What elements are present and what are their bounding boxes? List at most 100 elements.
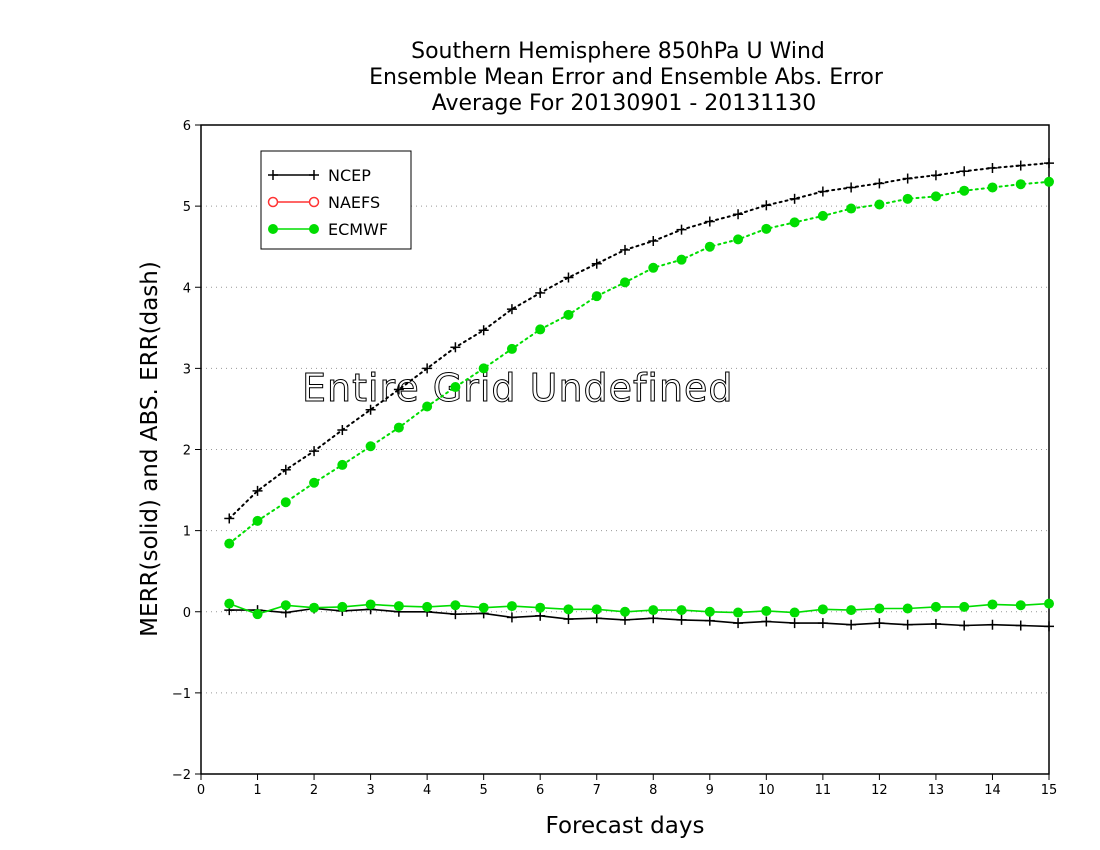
ncep-point — [761, 616, 772, 627]
ecmwf-point — [478, 363, 489, 374]
chart-title-line-3: Average For 20130901 - 20131130 — [432, 91, 817, 116]
ncep-point — [393, 384, 404, 395]
ecmwf-point — [761, 605, 772, 616]
y-tick-label: 2 — [183, 444, 191, 459]
legend-marker — [308, 196, 320, 208]
ncep-point — [817, 186, 828, 197]
ecmwf-mean-error-line — [228, 602, 1050, 616]
ncep-point — [591, 613, 602, 624]
ecmwf-point — [450, 382, 461, 393]
ecmwf-point — [620, 606, 630, 617]
x-tick-label: 11 — [815, 783, 832, 798]
ecmwf-point — [252, 515, 263, 526]
ncep-point — [761, 200, 772, 211]
legend-label-ncep: NCEP — [328, 166, 371, 185]
ncep-point — [648, 236, 659, 247]
x-axis-label: Forecast days — [546, 813, 705, 839]
ncep-point — [1015, 160, 1026, 171]
ecmwf-point — [733, 607, 744, 618]
ecmwf-point — [846, 605, 857, 616]
ncep-point — [874, 178, 885, 189]
ecmwf-point — [450, 600, 461, 611]
ecmwf-point — [1044, 598, 1054, 609]
legend-marker — [268, 224, 278, 234]
ncep-point — [987, 162, 998, 173]
ecmwf-point — [761, 223, 772, 234]
y-tick-label: 6 — [183, 119, 191, 134]
legend-marker — [268, 170, 278, 180]
ncep-abs-error-series — [224, 158, 1054, 524]
series-layer — [224, 158, 1054, 632]
ncep-point — [280, 464, 291, 475]
ncep-point — [620, 244, 630, 255]
ncep-point — [676, 614, 687, 625]
ecmwf-point — [506, 601, 517, 612]
ecmwf-point — [393, 422, 404, 433]
ecmwf-point — [704, 241, 715, 252]
y-tick-label: 1 — [183, 525, 191, 540]
ncep-point — [902, 619, 913, 630]
ecmwf-point — [620, 277, 630, 288]
x-tick-label: 7 — [593, 783, 601, 798]
ecmwf-point — [733, 234, 744, 245]
ecmwf-point — [959, 185, 970, 196]
ncep-point — [959, 166, 970, 177]
x-tick-label: 4 — [423, 783, 431, 798]
ecmwf-point — [902, 603, 913, 614]
ncep-point — [930, 170, 941, 181]
ecmwf-point — [422, 601, 433, 612]
ncep-abs-error-line — [228, 162, 1050, 520]
y-axis-label: MERR(solid) and ABS. ERR(dash) — [137, 261, 163, 637]
ncep-point — [930, 618, 941, 629]
x-tick-label: 2 — [310, 783, 318, 798]
ecmwf-point — [902, 193, 913, 204]
ncep-point — [422, 363, 433, 374]
ncep-point — [817, 618, 828, 629]
ecmwf-point — [959, 601, 970, 612]
ecmwf-point — [563, 604, 574, 615]
ecmwf-point — [337, 601, 348, 612]
ecmwf-point — [563, 309, 574, 320]
ecmwf-point — [648, 605, 659, 616]
x-tick-label: 14 — [984, 783, 1001, 798]
ecmwf-point — [365, 441, 376, 452]
ecmwf-point — [987, 599, 998, 610]
ncep-point — [676, 224, 687, 235]
legend: NCEP NAEFS ECMWF — [260, 150, 412, 250]
ecmwf-point — [789, 607, 800, 618]
ncep-point — [902, 173, 913, 184]
ncep-point — [591, 258, 602, 269]
ecmwf-point — [987, 182, 998, 193]
legend-item-ncep: NCEP — [268, 166, 371, 185]
ncep-point — [789, 618, 800, 629]
x-tick-label: 6 — [536, 783, 544, 798]
legend-marker — [267, 196, 279, 208]
x-tick-label: 5 — [480, 783, 488, 798]
ncep-point — [337, 425, 348, 436]
ncep-point — [1044, 158, 1054, 169]
y-tick-label: 0 — [183, 606, 191, 621]
ncep-point — [252, 485, 263, 496]
ecmwf-point — [252, 609, 263, 620]
ncep-point — [846, 619, 857, 630]
ecmwf-point — [676, 254, 687, 265]
x-tick-label: 12 — [871, 783, 888, 798]
x-tick-label: 9 — [706, 783, 714, 798]
x-tick-label: 3 — [366, 783, 374, 798]
ecmwf-abs-error-series — [224, 176, 1054, 549]
ecmwf-point — [224, 598, 235, 609]
ecmwf-point — [930, 601, 941, 612]
ecmwf-point — [337, 459, 348, 470]
x-tick-label: 8 — [649, 783, 657, 798]
ecmwf-point — [874, 199, 885, 210]
ecmwf-point — [591, 604, 602, 615]
ecmwf-point — [365, 599, 376, 610]
y-tick-label: 4 — [183, 281, 191, 296]
ecmwf-point — [1044, 176, 1054, 187]
ecmwf-point — [1015, 179, 1026, 190]
y-tick-label: −1 — [172, 687, 191, 702]
ecmwf-point — [817, 604, 828, 615]
y-tick-label: −2 — [172, 768, 191, 783]
